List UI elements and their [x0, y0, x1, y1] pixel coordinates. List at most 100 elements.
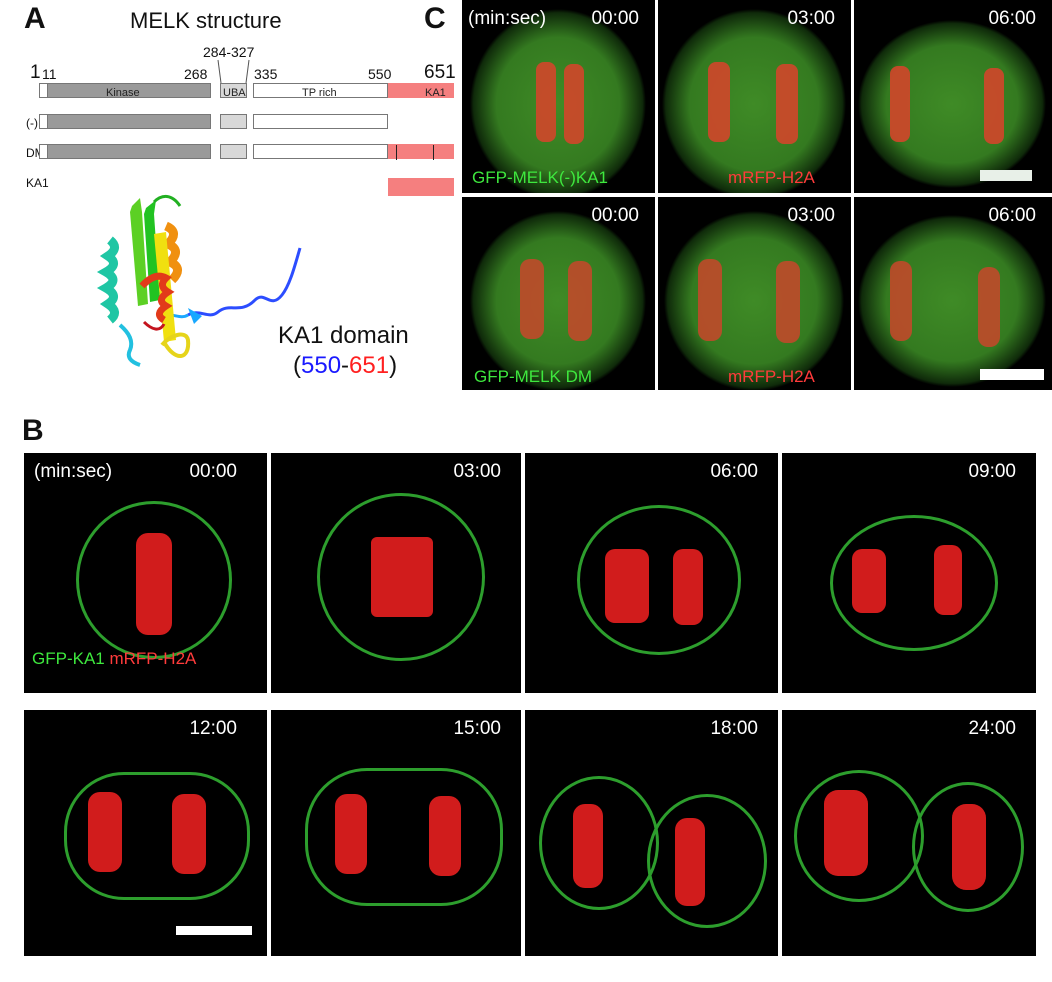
chromosome-band	[824, 790, 868, 876]
panel-b-t00: (min:sec) 00:00 GFP-KA1 mRFP-H2A	[24, 453, 267, 693]
panel-b-t03: 03:00	[271, 453, 521, 693]
scale-bar	[980, 170, 1032, 181]
chromosome-band	[172, 794, 206, 874]
timestamp: 00:00	[591, 205, 639, 226]
tp-rich-label: TP rich	[302, 87, 337, 99]
timestamp: 00:00	[189, 461, 237, 482]
chromosome-band	[568, 261, 592, 341]
tp-rich-region: TP rich	[253, 83, 388, 99]
ka1-domain-only	[388, 178, 454, 196]
timestamp: 03:00	[787, 8, 835, 29]
range-start: 550	[301, 352, 342, 379]
panel-b-letter: B	[22, 414, 44, 447]
scale-bar	[980, 369, 1044, 380]
panel-a-letter: A	[24, 2, 46, 35]
kinase-domain: Kinase	[47, 83, 211, 99]
chromosome-band	[776, 261, 800, 343]
ka1-domain-label: KA1	[425, 87, 446, 99]
panel-b-t15: 15:00	[271, 710, 521, 956]
ka1-domain-mutant	[388, 144, 454, 160]
timestamp: 12:00	[189, 718, 237, 739]
uba-domain	[220, 144, 247, 159]
cell-outline	[317, 493, 485, 661]
row-label-ka1: KA1	[26, 176, 49, 190]
mrfp-h2a-label: mRFP-H2A	[728, 168, 815, 187]
chromosome-band	[978, 267, 1000, 347]
daughter-cell-outline	[647, 794, 767, 928]
uba-domain	[220, 114, 247, 129]
chromosome-band	[673, 549, 703, 625]
chromosome-band	[890, 261, 912, 341]
chromosome-band	[520, 259, 544, 339]
panel-c-row1-t0: (min:sec) 00:00 GFP-MELK(-)KA1	[462, 0, 655, 193]
ka1-domain: KA1	[388, 83, 454, 99]
timestamp: 09:00	[968, 461, 1016, 482]
uba-domain: UBA	[220, 83, 247, 99]
tp-rich-region	[253, 114, 388, 129]
cell-outline	[830, 515, 998, 651]
cell-outline	[76, 501, 232, 659]
chromosome-band	[136, 533, 172, 635]
gfp-melk-minus-ka1-label: GFP-MELK(-)KA1	[472, 168, 609, 187]
cell-outline	[64, 772, 250, 900]
panel-a-title: MELK structure	[130, 8, 282, 33]
uba-domain-label: UBA	[223, 87, 246, 99]
chromosome-band	[934, 545, 962, 615]
tp-rich-region	[253, 144, 388, 159]
pos-11-label: 11	[42, 66, 57, 82]
panel-b-t09: 09:00	[782, 453, 1036, 693]
cell-outline	[577, 505, 741, 655]
panel-c-row2-t0: 00:00 GFP-MELK DM	[462, 197, 655, 390]
ka1-domain-caption: KA1 domain	[278, 322, 409, 350]
pos-1-label: 1	[30, 62, 41, 83]
gfp-ka1-label: GFP-KA1	[32, 649, 105, 668]
chromosome-band	[852, 549, 886, 613]
chromosome-band	[88, 792, 122, 872]
timestamp: 03:00	[453, 461, 501, 482]
kinase-domain	[47, 144, 211, 159]
timestamp: 24:00	[968, 718, 1016, 739]
chromosome-band	[952, 804, 986, 890]
pos-550-label: 550	[368, 66, 392, 82]
panel-c-row2-t3: 03:00 mRFP-H2A	[658, 197, 851, 390]
range-close-paren: )	[389, 352, 398, 379]
mutation-mark	[396, 145, 397, 160]
timestamp: 18:00	[710, 718, 758, 739]
chromosome-band	[984, 68, 1004, 144]
range-end: 651	[349, 352, 390, 379]
pos-651-label: 651	[424, 62, 456, 83]
ka1-domain-caption-text: KA1 domain	[278, 322, 409, 349]
uba-bracket-lines	[217, 59, 250, 84]
chromosome-band	[573, 804, 603, 888]
chromosome-band	[708, 62, 730, 142]
panel-b-t24: 24:00	[782, 710, 1036, 956]
chromosome-band	[536, 62, 556, 142]
mrfp-h2a-label: mRFP-H2A	[728, 367, 815, 386]
chromosome-mass	[371, 537, 433, 617]
time-unit-label: (min:sec)	[34, 461, 113, 482]
range-dash: -	[341, 352, 350, 379]
ka1-ribbon-structure	[96, 195, 302, 367]
daughter-cell-outline	[912, 782, 1024, 912]
timestamp: 00:00	[591, 8, 639, 29]
timestamp: 03:00	[787, 205, 835, 226]
timestamp: 15:00	[453, 718, 501, 739]
chromosome-band	[429, 796, 461, 876]
panel-b-t06: 06:00	[525, 453, 778, 693]
pos-268-label: 268	[184, 66, 208, 82]
chromosome-band	[890, 66, 910, 142]
panel-c-row2-t6: 06:00	[854, 197, 1052, 390]
panel-b-t12: 12:00	[24, 710, 267, 956]
chromosome-band	[335, 794, 367, 874]
panel-c-row1-t6: 06:00	[854, 0, 1052, 193]
chromosome-band	[675, 818, 705, 906]
kinase-domain	[47, 114, 211, 129]
chromosome-band	[605, 549, 649, 623]
panel-b-t18: 18:00	[525, 710, 778, 956]
chromosome-band	[776, 64, 798, 144]
cell-outline	[305, 768, 503, 906]
mutation-mark	[433, 145, 434, 160]
timestamp: 06:00	[710, 461, 758, 482]
kinase-domain-label: Kinase	[106, 87, 140, 99]
pos-335-label: 335	[254, 66, 278, 82]
